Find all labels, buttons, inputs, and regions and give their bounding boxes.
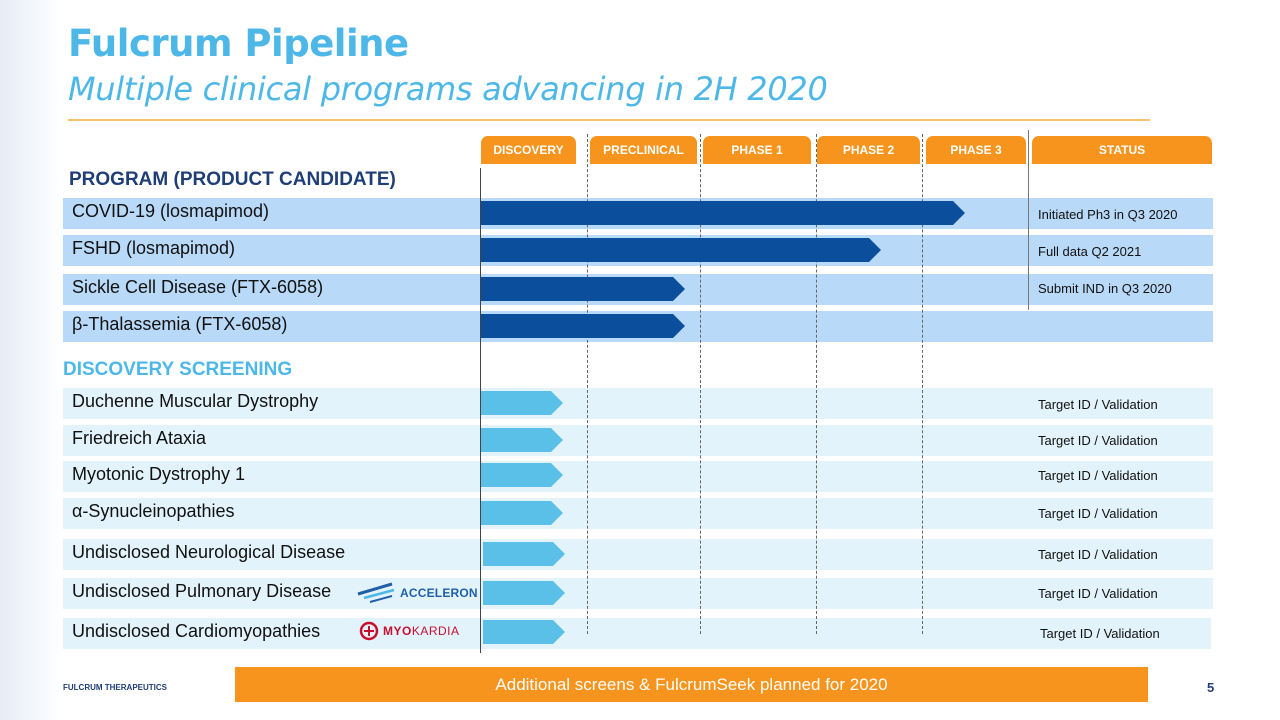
screen-name: α-Synucleinopathies [72, 501, 235, 521]
progress-arrow [481, 463, 563, 487]
screen-name: Friedreich Ataxia [72, 428, 207, 448]
progress-arrow [481, 428, 563, 452]
myokardia-heart-icon [359, 621, 379, 641]
screen-row: Undisclosed Neurological Disease Target … [63, 539, 1213, 570]
progress-arrow [481, 314, 685, 338]
screen-status: Target ID / Validation [1038, 586, 1158, 601]
column-phase2: PHASE 2 [817, 136, 920, 164]
section-program: PROGRAM (PRODUCT CANDIDATE) [69, 169, 396, 190]
progress-arrow [483, 542, 565, 566]
myokardia-logo: MYOKARDIA [359, 621, 460, 641]
company-name: FULCRUM THERAPEUTICS [63, 683, 167, 692]
screen-row: Undisclosed Cardiomyopathies Target ID /… [63, 618, 1211, 649]
section-discovery: DISCOVERY SCREENING [63, 359, 293, 380]
phase-divider [700, 134, 701, 634]
progress-arrow [483, 581, 565, 605]
screen-status: Target ID / Validation [1038, 468, 1158, 483]
screen-row: Friedreich Ataxia Target ID / Validation [63, 425, 1213, 456]
axis-line [480, 168, 481, 653]
screen-status: Target ID / Validation [1040, 626, 1160, 641]
page-subtitle: Multiple clinical programs advancing in … [68, 70, 828, 108]
phase-divider [816, 134, 817, 634]
myokardia-text: MYOKARDIA [383, 624, 460, 638]
status-divider [1028, 130, 1029, 310]
progress-arrow [481, 391, 563, 415]
acceleron-swoosh-icon [357, 582, 395, 603]
phase-divider [587, 134, 588, 634]
program-status: Submit IND in Q3 2020 [1038, 281, 1172, 296]
program-status: Initiated Ph3 in Q3 2020 [1038, 207, 1178, 222]
progress-arrow [481, 201, 965, 225]
screen-name: Undisclosed Neurological Disease [72, 542, 346, 562]
screen-status: Target ID / Validation [1038, 433, 1158, 448]
program-name: Sickle Cell Disease (FTX-6058) [72, 277, 324, 297]
program-name: COVID-19 (losmapimod) [72, 201, 270, 221]
screen-name: Myotonic Dystrophy 1 [72, 464, 246, 484]
acceleron-logo: ACCELERON [356, 580, 478, 606]
program-name: β-Thalassemia (FTX-6058) [72, 314, 288, 334]
screen-status: Target ID / Validation [1038, 506, 1158, 521]
page-number: 5 [1207, 680, 1215, 695]
screen-row: Undisclosed Pulmonary Disease Target ID … [63, 578, 1213, 609]
column-phase3: PHASE 3 [926, 136, 1026, 164]
screen-name: Undisclosed Pulmonary Disease [72, 581, 332, 601]
column-phase1: PHASE 1 [703, 136, 811, 164]
page-title: Fulcrum Pipeline [68, 22, 409, 65]
column-preclinical: PRECLINICAL [590, 136, 697, 164]
progress-arrow [481, 238, 881, 262]
left-gradient [0, 0, 60, 720]
title-divider [68, 119, 1150, 121]
screen-row: α-Synucleinopathies Target ID / Validati… [63, 498, 1213, 529]
acceleron-text: ACCELERON [400, 586, 478, 600]
screen-status: Target ID / Validation [1038, 397, 1158, 412]
column-discovery: DISCOVERY [481, 136, 576, 164]
footer-banner: Additional screens & FulcrumSeek planned… [235, 667, 1148, 702]
progress-arrow [483, 620, 565, 644]
column-status: STATUS [1032, 136, 1212, 164]
progress-arrow [481, 501, 563, 525]
screen-row: Duchenne Muscular Dystrophy Target ID / … [63, 388, 1213, 419]
screen-row: Myotonic Dystrophy 1 Target ID / Validat… [63, 461, 1213, 492]
phase-divider [922, 134, 923, 634]
program-name: FSHD (losmapimod) [72, 238, 236, 258]
progress-arrow [481, 277, 685, 301]
program-status: Full data Q2 2021 [1038, 244, 1142, 259]
screen-name: Duchenne Muscular Dystrophy [72, 391, 319, 411]
screen-name: Undisclosed Cardiomyopathies [72, 621, 321, 641]
screen-status: Target ID / Validation [1038, 547, 1158, 562]
